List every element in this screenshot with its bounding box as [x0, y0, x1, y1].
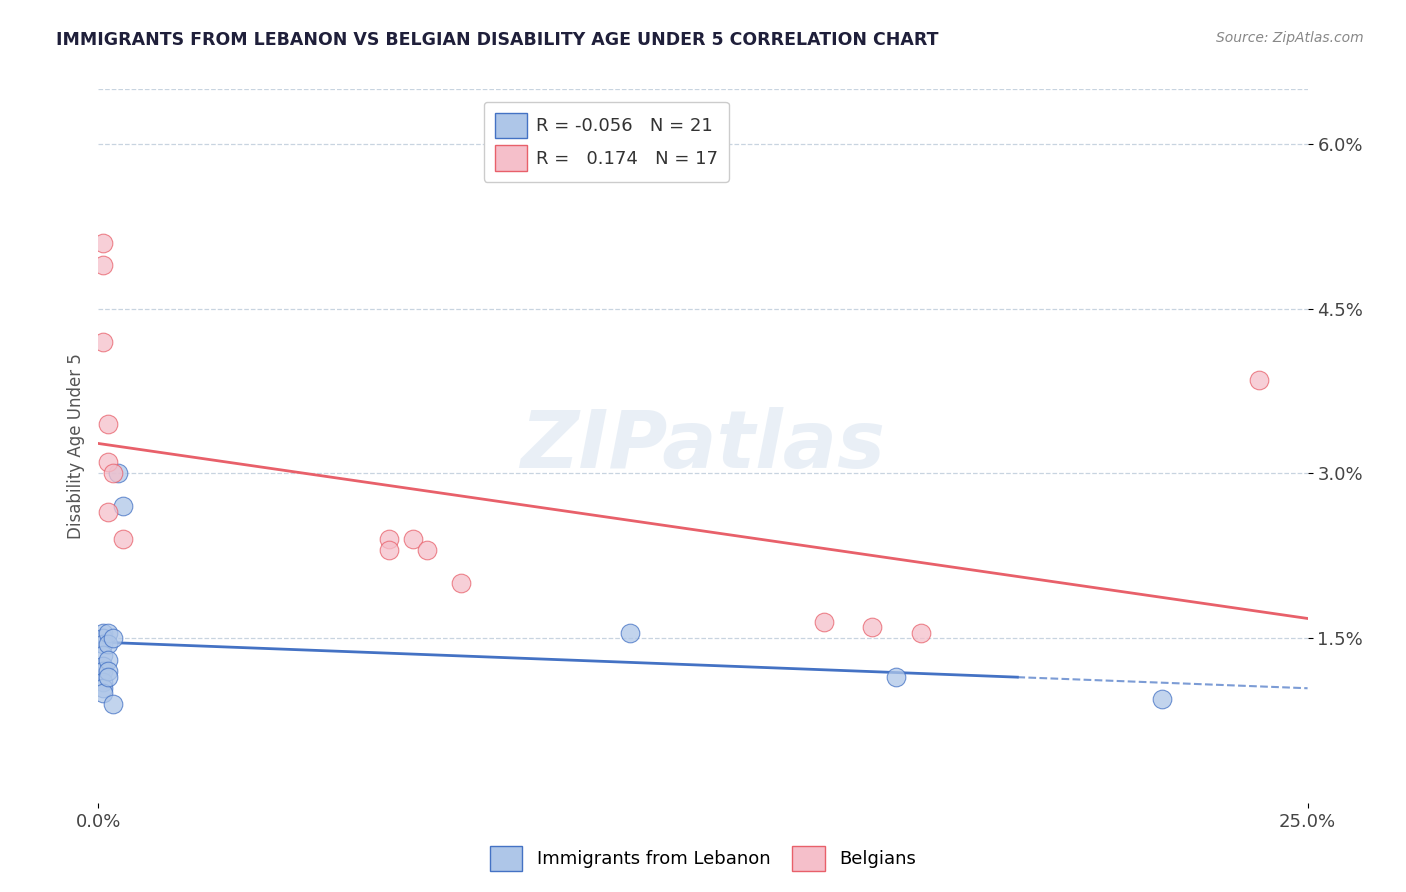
- Point: [1152, 691, 1174, 706]
- Legend: Immigrants from Lebanon, Belgians: Immigrants from Lebanon, Belgians: [482, 838, 924, 879]
- Point: [377, 543, 399, 558]
- Text: ZIPatlas: ZIPatlas: [520, 407, 886, 485]
- Point: [91, 675, 114, 690]
- Point: [860, 620, 883, 634]
- Point: [91, 631, 114, 645]
- Point: [91, 664, 114, 678]
- Point: [91, 637, 114, 651]
- Text: IMMIGRANTS FROM LEBANON VS BELGIAN DISABILITY AGE UNDER 5 CORRELATION CHART: IMMIGRANTS FROM LEBANON VS BELGIAN DISAB…: [56, 31, 939, 49]
- Point: [101, 631, 124, 645]
- Point: [450, 576, 472, 591]
- Point: [619, 625, 641, 640]
- Point: [91, 625, 114, 640]
- Point: [97, 505, 120, 519]
- Y-axis label: Disability Age Under 5: Disability Age Under 5: [66, 353, 84, 539]
- Point: [1249, 373, 1271, 387]
- Point: [377, 533, 399, 547]
- Point: [111, 533, 134, 547]
- Point: [886, 669, 908, 683]
- Text: Source: ZipAtlas.com: Source: ZipAtlas.com: [1216, 31, 1364, 45]
- Point: [107, 467, 129, 481]
- Point: [97, 455, 120, 469]
- Point: [91, 235, 114, 250]
- Point: [97, 625, 120, 640]
- Point: [97, 417, 120, 431]
- Point: [97, 653, 120, 667]
- Point: [97, 669, 120, 683]
- Point: [910, 625, 932, 640]
- Point: [91, 648, 114, 662]
- Point: [91, 658, 114, 673]
- Point: [97, 664, 120, 678]
- Point: [813, 615, 835, 629]
- Point: [402, 533, 425, 547]
- Point: [91, 681, 114, 695]
- Point: [111, 500, 134, 514]
- Point: [101, 697, 124, 711]
- Legend: R = -0.056   N = 21, R =   0.174   N = 17: R = -0.056 N = 21, R = 0.174 N = 17: [484, 102, 728, 182]
- Point: [97, 637, 120, 651]
- Point: [101, 467, 124, 481]
- Point: [91, 258, 114, 272]
- Point: [91, 334, 114, 349]
- Point: [91, 686, 114, 700]
- Point: [416, 543, 439, 558]
